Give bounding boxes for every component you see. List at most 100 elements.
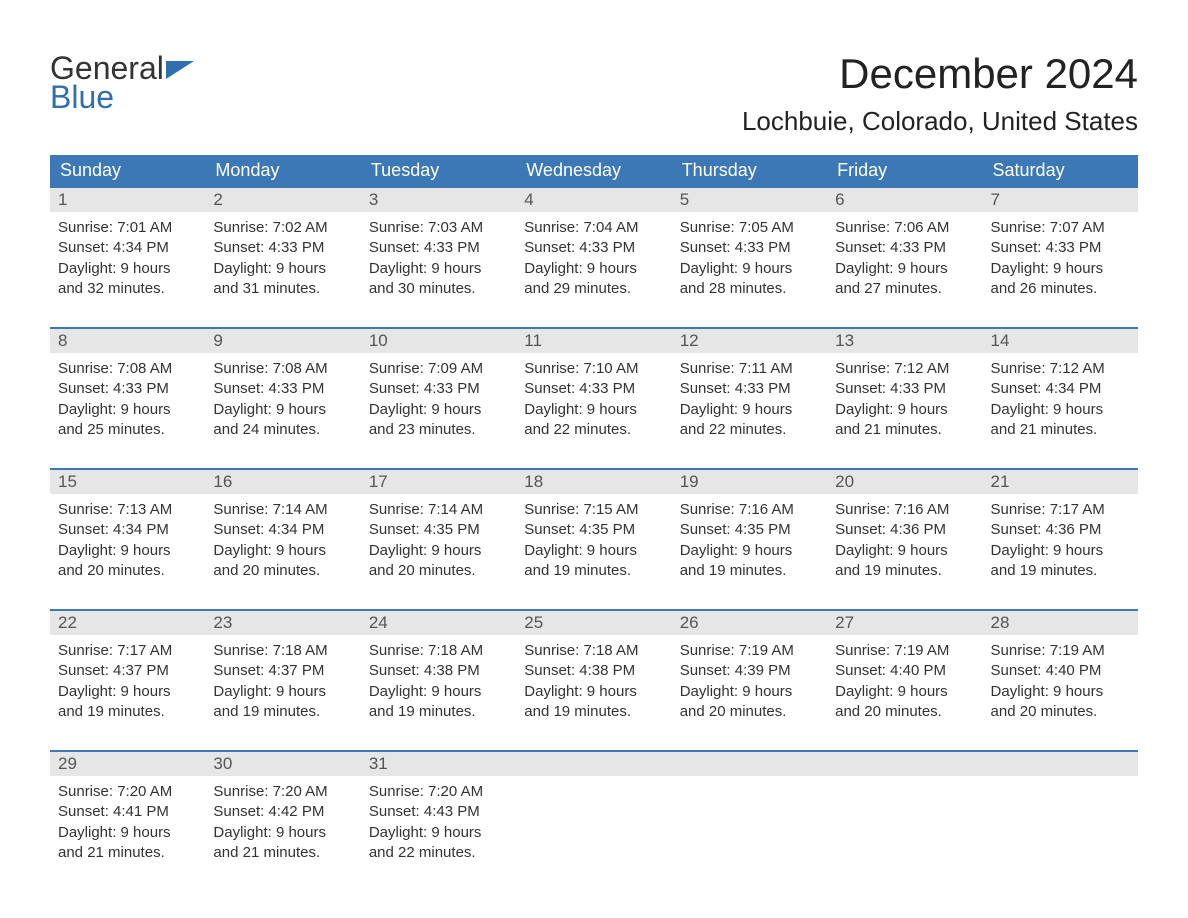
day-number — [827, 752, 982, 776]
sunset-line: Sunset: 4:40 PM — [835, 661, 974, 681]
sunset-line: Sunset: 4:38 PM — [524, 661, 663, 681]
sunset-line: Sunset: 4:35 PM — [369, 520, 508, 540]
day-cell: 29Sunrise: 7:20 AMSunset: 4:41 PMDayligh… — [50, 752, 205, 867]
day-number: 20 — [827, 470, 982, 494]
day-cell: 11Sunrise: 7:10 AMSunset: 4:33 PMDayligh… — [516, 329, 671, 444]
daylight-line-2: and 22 minutes. — [524, 420, 663, 440]
daylight-line-2: and 19 minutes. — [58, 702, 197, 722]
daylight-line-2: and 20 minutes. — [58, 561, 197, 581]
day-number: 30 — [205, 752, 360, 776]
daylight-line-2: and 21 minutes. — [213, 843, 352, 863]
day-details: Sunrise: 7:14 AMSunset: 4:34 PMDaylight:… — [205, 494, 360, 585]
week-row: 15Sunrise: 7:13 AMSunset: 4:34 PMDayligh… — [50, 468, 1138, 585]
sunrise-line: Sunrise: 7:06 AM — [835, 218, 974, 238]
day-number: 1 — [50, 188, 205, 212]
day-details: Sunrise: 7:17 AMSunset: 4:37 PMDaylight:… — [50, 635, 205, 726]
daylight-line-2: and 19 minutes. — [524, 561, 663, 581]
sunset-line: Sunset: 4:33 PM — [213, 379, 352, 399]
daylight-line-2: and 20 minutes. — [680, 702, 819, 722]
day-number: 3 — [361, 188, 516, 212]
day-cell: 27Sunrise: 7:19 AMSunset: 4:40 PMDayligh… — [827, 611, 982, 726]
daylight-line-1: Daylight: 9 hours — [58, 682, 197, 702]
sunrise-line: Sunrise: 7:04 AM — [524, 218, 663, 238]
sunrise-line: Sunrise: 7:14 AM — [369, 500, 508, 520]
day-cell: 20Sunrise: 7:16 AMSunset: 4:36 PMDayligh… — [827, 470, 982, 585]
sunrise-line: Sunrise: 7:08 AM — [58, 359, 197, 379]
daylight-line-2: and 22 minutes. — [680, 420, 819, 440]
day-number: 13 — [827, 329, 982, 353]
day-details: Sunrise: 7:12 AMSunset: 4:33 PMDaylight:… — [827, 353, 982, 444]
daylight-line-2: and 19 minutes. — [991, 561, 1130, 581]
daylight-line-1: Daylight: 9 hours — [680, 259, 819, 279]
daylight-line-2: and 19 minutes. — [524, 702, 663, 722]
day-number: 10 — [361, 329, 516, 353]
daylight-line-2: and 22 minutes. — [369, 843, 508, 863]
sunset-line: Sunset: 4:39 PM — [680, 661, 819, 681]
sunset-line: Sunset: 4:33 PM — [991, 238, 1130, 258]
day-header-monday: Monday — [205, 155, 360, 186]
sunset-line: Sunset: 4:33 PM — [524, 238, 663, 258]
sunrise-line: Sunrise: 7:18 AM — [213, 641, 352, 661]
day-number: 16 — [205, 470, 360, 494]
daylight-line-2: and 20 minutes. — [213, 561, 352, 581]
sunset-line: Sunset: 4:34 PM — [213, 520, 352, 540]
sunset-line: Sunset: 4:35 PM — [680, 520, 819, 540]
daylight-line-1: Daylight: 9 hours — [369, 259, 508, 279]
day-number: 17 — [361, 470, 516, 494]
daylight-line-1: Daylight: 9 hours — [369, 682, 508, 702]
sunrise-line: Sunrise: 7:05 AM — [680, 218, 819, 238]
sunrise-line: Sunrise: 7:14 AM — [213, 500, 352, 520]
day-details: Sunrise: 7:12 AMSunset: 4:34 PMDaylight:… — [983, 353, 1138, 444]
daylight-line-1: Daylight: 9 hours — [680, 400, 819, 420]
day-number — [983, 752, 1138, 776]
sunset-line: Sunset: 4:33 PM — [680, 238, 819, 258]
logo-text: General Blue — [50, 54, 194, 112]
day-cell-empty — [672, 752, 827, 867]
day-details: Sunrise: 7:10 AMSunset: 4:33 PMDaylight:… — [516, 353, 671, 444]
day-cell: 31Sunrise: 7:20 AMSunset: 4:43 PMDayligh… — [361, 752, 516, 867]
daylight-line-1: Daylight: 9 hours — [58, 541, 197, 561]
day-cell: 26Sunrise: 7:19 AMSunset: 4:39 PMDayligh… — [672, 611, 827, 726]
title-block: December 2024 Lochbuie, Colorado, United… — [742, 30, 1138, 137]
day-number: 9 — [205, 329, 360, 353]
sunrise-line: Sunrise: 7:20 AM — [58, 782, 197, 802]
day-details: Sunrise: 7:19 AMSunset: 4:40 PMDaylight:… — [983, 635, 1138, 726]
daylight-line-2: and 31 minutes. — [213, 279, 352, 299]
sunrise-line: Sunrise: 7:20 AM — [213, 782, 352, 802]
sunset-line: Sunset: 4:33 PM — [680, 379, 819, 399]
day-details: Sunrise: 7:13 AMSunset: 4:34 PMDaylight:… — [50, 494, 205, 585]
day-cell-empty — [827, 752, 982, 867]
sunrise-line: Sunrise: 7:19 AM — [680, 641, 819, 661]
daylight-line-1: Daylight: 9 hours — [213, 541, 352, 561]
sunset-line: Sunset: 4:33 PM — [369, 379, 508, 399]
day-cell: 12Sunrise: 7:11 AMSunset: 4:33 PMDayligh… — [672, 329, 827, 444]
day-details: Sunrise: 7:15 AMSunset: 4:35 PMDaylight:… — [516, 494, 671, 585]
day-number: 22 — [50, 611, 205, 635]
daylight-line-1: Daylight: 9 hours — [524, 400, 663, 420]
daylight-line-1: Daylight: 9 hours — [835, 259, 974, 279]
day-header-thursday: Thursday — [672, 155, 827, 186]
day-cell: 30Sunrise: 7:20 AMSunset: 4:42 PMDayligh… — [205, 752, 360, 867]
daylight-line-1: Daylight: 9 hours — [524, 541, 663, 561]
day-number: 25 — [516, 611, 671, 635]
day-number — [672, 752, 827, 776]
sunrise-line: Sunrise: 7:08 AM — [213, 359, 352, 379]
day-number: 15 — [50, 470, 205, 494]
day-details: Sunrise: 7:18 AMSunset: 4:38 PMDaylight:… — [516, 635, 671, 726]
sunset-line: Sunset: 4:34 PM — [58, 238, 197, 258]
daylight-line-2: and 19 minutes. — [213, 702, 352, 722]
day-details: Sunrise: 7:16 AMSunset: 4:35 PMDaylight:… — [672, 494, 827, 585]
sunset-line: Sunset: 4:33 PM — [213, 238, 352, 258]
day-header-saturday: Saturday — [983, 155, 1138, 186]
day-cell: 25Sunrise: 7:18 AMSunset: 4:38 PMDayligh… — [516, 611, 671, 726]
day-details: Sunrise: 7:16 AMSunset: 4:36 PMDaylight:… — [827, 494, 982, 585]
day-number — [516, 752, 671, 776]
daylight-line-1: Daylight: 9 hours — [835, 682, 974, 702]
daylight-line-2: and 19 minutes. — [680, 561, 819, 581]
day-details: Sunrise: 7:19 AMSunset: 4:39 PMDaylight:… — [672, 635, 827, 726]
day-details: Sunrise: 7:08 AMSunset: 4:33 PMDaylight:… — [205, 353, 360, 444]
day-cell: 10Sunrise: 7:09 AMSunset: 4:33 PMDayligh… — [361, 329, 516, 444]
sunrise-line: Sunrise: 7:03 AM — [369, 218, 508, 238]
day-number: 2 — [205, 188, 360, 212]
day-number: 7 — [983, 188, 1138, 212]
